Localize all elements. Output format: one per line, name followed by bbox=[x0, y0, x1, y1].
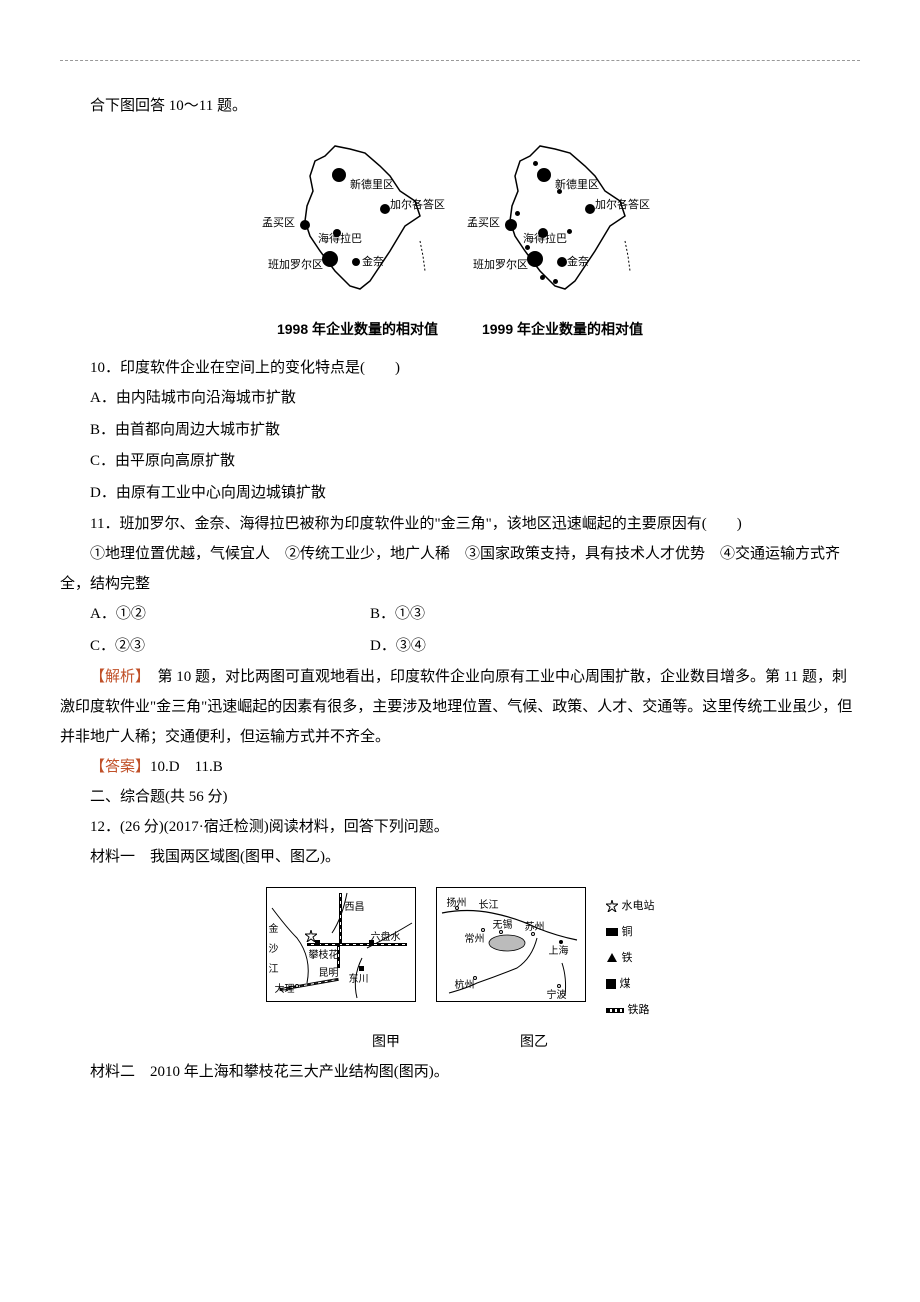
label-newdelhi-2: 新德里区 bbox=[555, 174, 599, 196]
map-jia-container: 西昌 金沙江 攀枝花 六盘水 昆明 东川 大理 bbox=[266, 887, 416, 1002]
legend-hydro: 水电站 bbox=[606, 895, 655, 917]
q11-opts-cd: C．②③ D．③④ bbox=[60, 631, 860, 663]
china-maps-row: 西昌 金沙江 攀枝花 六盘水 昆明 东川 大理 扬州 长江 无锡 bbox=[60, 887, 860, 1021]
lbl-changzhou: 常州 bbox=[465, 930, 485, 950]
lbl-yangzhou: 扬州 bbox=[447, 894, 467, 914]
rail-icon bbox=[606, 1008, 624, 1013]
lbl-jinsha: 金沙江 bbox=[269, 920, 279, 980]
lbl-suzhou: 苏州 bbox=[525, 918, 545, 938]
q11-conditions: ①地理位置优越，气候宜人 ②传统工业少，地广人稀 ③国家政策支持，具有技术人才优… bbox=[60, 539, 860, 599]
analysis-block: 【解析】 第 10 题，对比两图可直观地看出，印度软件企业向原有工业中心周围扩散… bbox=[60, 662, 860, 752]
map-1998: 新德里区 加尔各答区 孟买区 海得拉巴 班加罗尔区 金奈 1998 年企业数量的… bbox=[270, 136, 445, 343]
label-mumbai-2: 孟买区 bbox=[467, 212, 500, 234]
mat2-text: 2010 年上海和攀枝花三大产业结构图(图丙)。 bbox=[135, 1064, 449, 1080]
q11-opt-b: B．①③ bbox=[370, 599, 425, 631]
map-1999: 新德里区 加尔各答区 孟买区 海得拉巴 班加罗尔区 金奈 1999 年企业数量的… bbox=[475, 136, 650, 343]
q11-opt-c: C．②③ bbox=[90, 631, 370, 663]
analysis-label: 【解析】 bbox=[90, 669, 143, 685]
lbl-liupanshui: 六盘水 bbox=[371, 928, 401, 948]
intro-text: 合下图回答 10～11 题。 bbox=[60, 91, 860, 121]
coal-icon bbox=[606, 979, 616, 989]
label-kolkata-2: 加尔各答区 bbox=[595, 194, 650, 216]
legend-hydro-label: 水电站 bbox=[622, 895, 655, 917]
legend-rail-label: 铁路 bbox=[628, 999, 650, 1021]
fig-jia-caption: 图甲 bbox=[372, 1029, 400, 1057]
q11-opt-a: A．①② bbox=[90, 599, 370, 631]
fig2-captions: 图甲 图乙 bbox=[60, 1029, 860, 1057]
lbl-kunming: 昆明 bbox=[319, 964, 339, 984]
fig-yi-caption: 图乙 bbox=[520, 1029, 548, 1057]
lbl-dali: 大理 bbox=[275, 980, 295, 1000]
label-newdelhi-1: 新德里区 bbox=[350, 174, 394, 196]
lbl-xichang: 西昌 bbox=[345, 898, 365, 918]
section2-heading: 二、综合题(共 56 分) bbox=[60, 782, 860, 812]
map2-caption: 1999 年企业数量的相对值 bbox=[475, 315, 650, 343]
q12-stem: 12．(26 分)(2017·宿迁检测)阅读材料，回答下列问题。 bbox=[60, 812, 860, 842]
legend-iron: 铁 bbox=[606, 947, 655, 969]
label-blr-2: 班加罗尔区 bbox=[473, 254, 528, 276]
material2-line: 材料二 2010 年上海和攀枝花三大产业结构图(图丙)。 bbox=[60, 1057, 860, 1087]
lbl-panzhihua: 攀枝花 bbox=[309, 946, 339, 966]
lbl-shanghai: 上海 bbox=[549, 942, 569, 962]
answer-block: 【答案】10.D 11.B bbox=[60, 752, 860, 782]
legend-copper-label: 铜 bbox=[622, 921, 633, 943]
hydro-icon bbox=[606, 900, 618, 912]
q10-opt-a: A．由内陆城市向沿海城市扩散 bbox=[60, 383, 860, 415]
q10-opt-b: B．由首都向周边大城市扩散 bbox=[60, 415, 860, 447]
map-yi: 扬州 长江 无锡 苏州 常州 上海 杭州 宁波 bbox=[436, 887, 586, 1002]
legend-rail: 铁路 bbox=[606, 999, 655, 1021]
lbl-changjiang: 长江 bbox=[479, 896, 499, 916]
answer-label: 【答案】 bbox=[90, 759, 150, 775]
q11-stem: 11．班加罗尔、金奈、海得拉巴被称为印度软件业的"金三角"，该地区迅速崛起的主要… bbox=[60, 509, 860, 539]
map-jia: 西昌 金沙江 攀枝花 六盘水 昆明 东川 大理 bbox=[266, 887, 416, 1002]
legend-coal: 煤 bbox=[606, 973, 655, 995]
analysis-text: 第 10 题，对比两图可直观地看出，印度软件企业向原有工业中心周围扩散，企业数目… bbox=[60, 669, 852, 745]
copper-icon bbox=[606, 928, 618, 936]
mat1-text: 我国两区域图(图甲、图乙)。 bbox=[135, 849, 340, 865]
legend-iron-label: 铁 bbox=[622, 947, 633, 969]
lbl-hangzhou: 杭州 bbox=[455, 976, 475, 996]
legend-coal-label: 煤 bbox=[620, 973, 631, 995]
lbl-ningbo: 宁波 bbox=[547, 986, 567, 1006]
q10-opt-c: C．由平原向高原扩散 bbox=[60, 446, 860, 478]
material1-line: 材料一 我国两区域图(图甲、图乙)。 bbox=[60, 842, 860, 872]
label-mumbai-1: 孟买区 bbox=[262, 212, 295, 234]
q11-opt-d: D．③④ bbox=[370, 631, 426, 663]
label-hyd-1: 海得拉巴 bbox=[318, 228, 362, 250]
answer-text: 10.D 11.B bbox=[150, 759, 223, 775]
q11-opts-ab: A．①② B．①③ bbox=[60, 599, 860, 631]
lbl-dongchuan: 东川 bbox=[349, 970, 369, 990]
map-yi-container: 扬州 长江 无锡 苏州 常州 上海 杭州 宁波 bbox=[436, 887, 586, 1002]
label-chennai-2: 金奈 bbox=[567, 251, 589, 273]
india-maps-row: 新德里区 加尔各答区 孟买区 海得拉巴 班加罗尔区 金奈 1998 年企业数量的… bbox=[60, 136, 860, 343]
legend: 水电站 铜 铁 煤 铁路 bbox=[606, 887, 655, 1021]
iron-icon bbox=[606, 952, 618, 964]
label-chennai-1: 金奈 bbox=[362, 251, 384, 273]
map1-caption: 1998 年企业数量的相对值 bbox=[270, 315, 445, 343]
q10-stem: 10．印度软件企业在空间上的变化特点是( ) bbox=[60, 353, 860, 383]
q10-opt-d: D．由原有工业中心向周边城镇扩散 bbox=[60, 478, 860, 510]
label-blr-1: 班加罗尔区 bbox=[268, 254, 323, 276]
mat1-label: 材料一 bbox=[90, 848, 135, 865]
lbl-wuxi: 无锡 bbox=[493, 916, 513, 936]
mat2-label: 材料二 bbox=[90, 1063, 135, 1080]
label-kolkata-1: 加尔各答区 bbox=[390, 194, 445, 216]
page-top-divider bbox=[60, 60, 860, 61]
legend-copper: 铜 bbox=[606, 921, 655, 943]
